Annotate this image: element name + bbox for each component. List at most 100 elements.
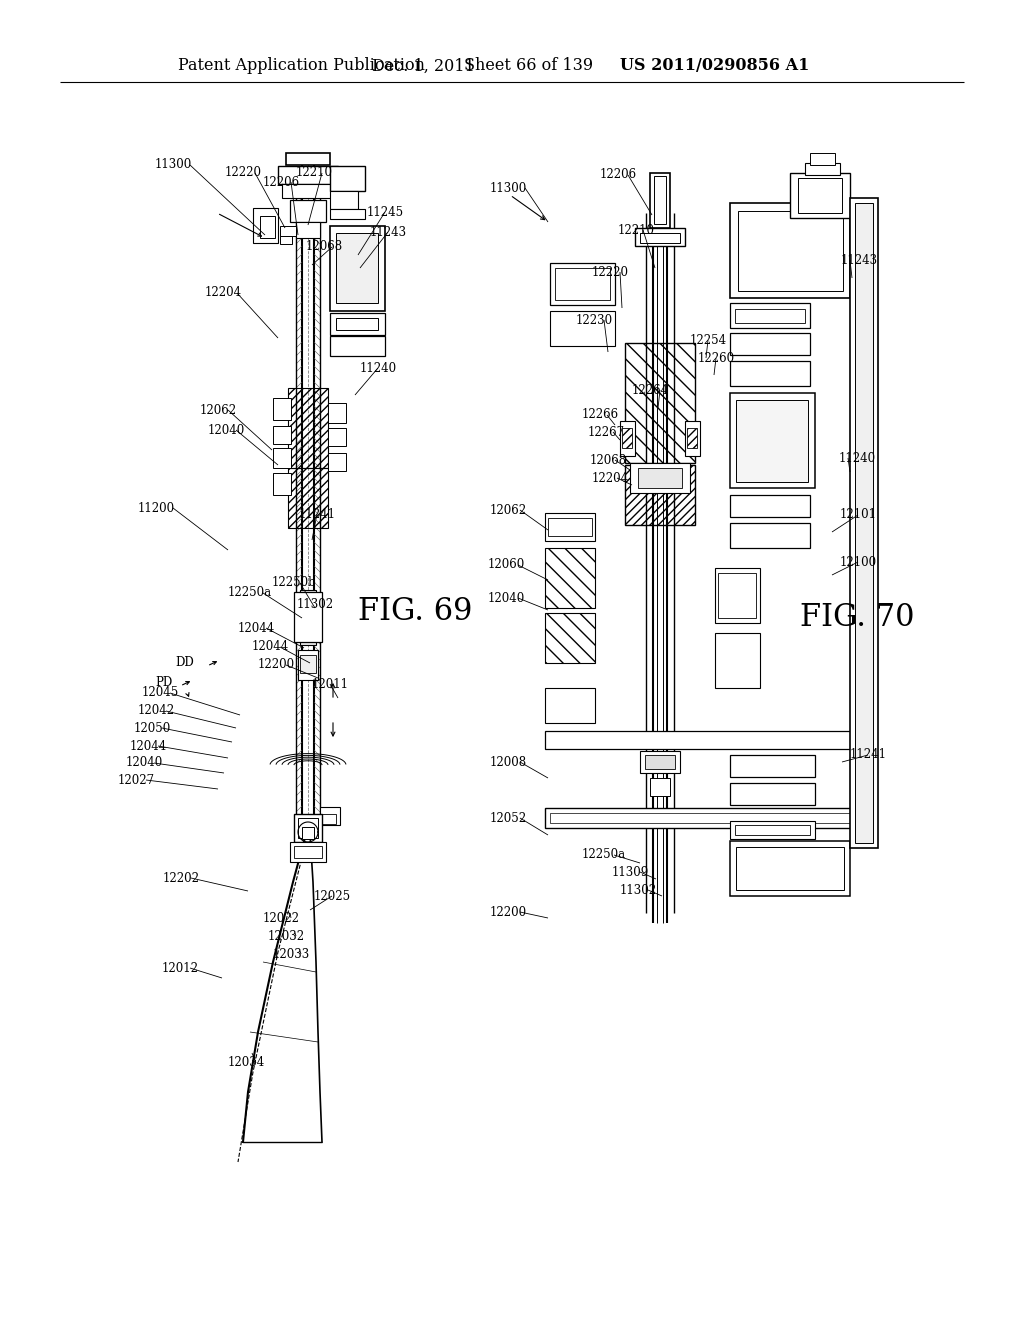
Bar xyxy=(715,634,760,688)
Bar xyxy=(260,216,275,238)
Bar xyxy=(545,808,874,828)
Bar xyxy=(730,203,850,298)
Bar xyxy=(640,751,680,774)
Bar xyxy=(622,428,632,447)
Bar xyxy=(640,234,680,243)
Text: 12034: 12034 xyxy=(228,1056,265,1069)
Bar xyxy=(278,166,338,183)
Text: FIG. 69: FIG. 69 xyxy=(358,597,472,627)
Text: 12200: 12200 xyxy=(258,659,295,672)
Bar xyxy=(273,426,291,444)
Bar xyxy=(548,517,592,536)
Bar xyxy=(550,263,615,305)
Text: 12040: 12040 xyxy=(126,756,163,770)
Bar xyxy=(319,807,340,825)
Bar xyxy=(635,228,685,246)
Bar xyxy=(730,495,810,517)
Text: 12045: 12045 xyxy=(142,686,179,700)
Bar xyxy=(330,226,385,312)
Bar xyxy=(855,203,873,843)
Bar xyxy=(545,612,595,663)
Bar xyxy=(300,655,316,673)
Text: 12008: 12008 xyxy=(490,755,527,768)
Bar xyxy=(253,209,278,243)
Text: 12050: 12050 xyxy=(134,722,171,734)
Bar xyxy=(798,178,842,213)
Text: 11241: 11241 xyxy=(299,507,336,520)
Text: 12025: 12025 xyxy=(314,890,351,903)
Text: 12044: 12044 xyxy=(238,622,275,635)
Text: 11300: 11300 xyxy=(490,181,527,194)
Bar xyxy=(650,173,670,228)
Bar xyxy=(330,166,365,191)
Bar xyxy=(735,309,805,323)
Text: 11245: 11245 xyxy=(367,206,404,219)
Bar xyxy=(294,846,322,858)
Text: 12068: 12068 xyxy=(306,240,343,253)
Text: 12202: 12202 xyxy=(163,871,200,884)
Bar xyxy=(286,153,330,165)
Text: 11302: 11302 xyxy=(620,883,657,896)
Text: 12250b: 12250b xyxy=(272,577,316,590)
Text: 12266: 12266 xyxy=(582,408,620,421)
Text: PD: PD xyxy=(155,676,172,689)
Text: 12260: 12260 xyxy=(698,351,735,364)
Bar xyxy=(654,176,666,224)
Text: 12210: 12210 xyxy=(618,223,655,236)
Text: 12052: 12052 xyxy=(490,812,527,825)
Text: 12032: 12032 xyxy=(268,929,305,942)
Text: 12033: 12033 xyxy=(273,948,310,961)
Bar xyxy=(555,268,610,300)
Bar xyxy=(290,842,326,862)
Bar xyxy=(336,234,378,304)
Text: 12044: 12044 xyxy=(252,640,289,653)
Bar xyxy=(718,573,756,618)
Bar xyxy=(790,173,850,218)
Bar xyxy=(322,814,336,824)
Text: 12210: 12210 xyxy=(296,166,333,180)
Bar xyxy=(645,755,675,770)
Bar xyxy=(736,847,844,890)
Text: 12022: 12022 xyxy=(263,912,300,924)
Text: 12220: 12220 xyxy=(225,166,262,180)
Bar xyxy=(330,313,385,335)
Text: 11243: 11243 xyxy=(841,253,878,267)
Bar xyxy=(545,513,595,541)
Bar xyxy=(298,649,318,680)
Text: Dec. 1, 2011: Dec. 1, 2011 xyxy=(372,58,475,74)
Bar xyxy=(850,198,878,847)
Text: 11243: 11243 xyxy=(370,226,408,239)
Bar xyxy=(730,755,815,777)
Text: 12200: 12200 xyxy=(490,906,527,919)
Text: 11240: 11240 xyxy=(839,451,876,465)
Text: 12267: 12267 xyxy=(588,425,625,438)
Bar xyxy=(282,183,334,198)
Bar xyxy=(273,447,291,469)
Bar xyxy=(730,333,810,355)
Bar xyxy=(328,403,346,422)
Bar xyxy=(545,548,595,609)
Bar xyxy=(273,473,291,495)
Bar xyxy=(328,428,346,446)
Bar xyxy=(550,312,615,346)
Bar xyxy=(294,814,322,842)
Bar xyxy=(730,821,815,840)
Text: 12206: 12206 xyxy=(263,176,300,189)
Text: 12204: 12204 xyxy=(592,471,629,484)
Bar xyxy=(336,318,378,330)
Bar xyxy=(328,453,346,471)
Text: 11240: 11240 xyxy=(360,362,397,375)
Text: 12060: 12060 xyxy=(488,558,525,572)
Text: 12250a: 12250a xyxy=(228,586,272,599)
Text: 12264: 12264 xyxy=(632,384,669,396)
Bar xyxy=(280,236,292,244)
Text: 12062: 12062 xyxy=(200,404,238,417)
Bar xyxy=(735,825,810,836)
Bar xyxy=(330,191,358,209)
Text: 12230: 12230 xyxy=(575,314,613,326)
Bar xyxy=(273,399,291,420)
Bar xyxy=(288,388,328,469)
Bar xyxy=(330,337,385,356)
Bar xyxy=(625,465,695,525)
Bar xyxy=(730,783,815,805)
